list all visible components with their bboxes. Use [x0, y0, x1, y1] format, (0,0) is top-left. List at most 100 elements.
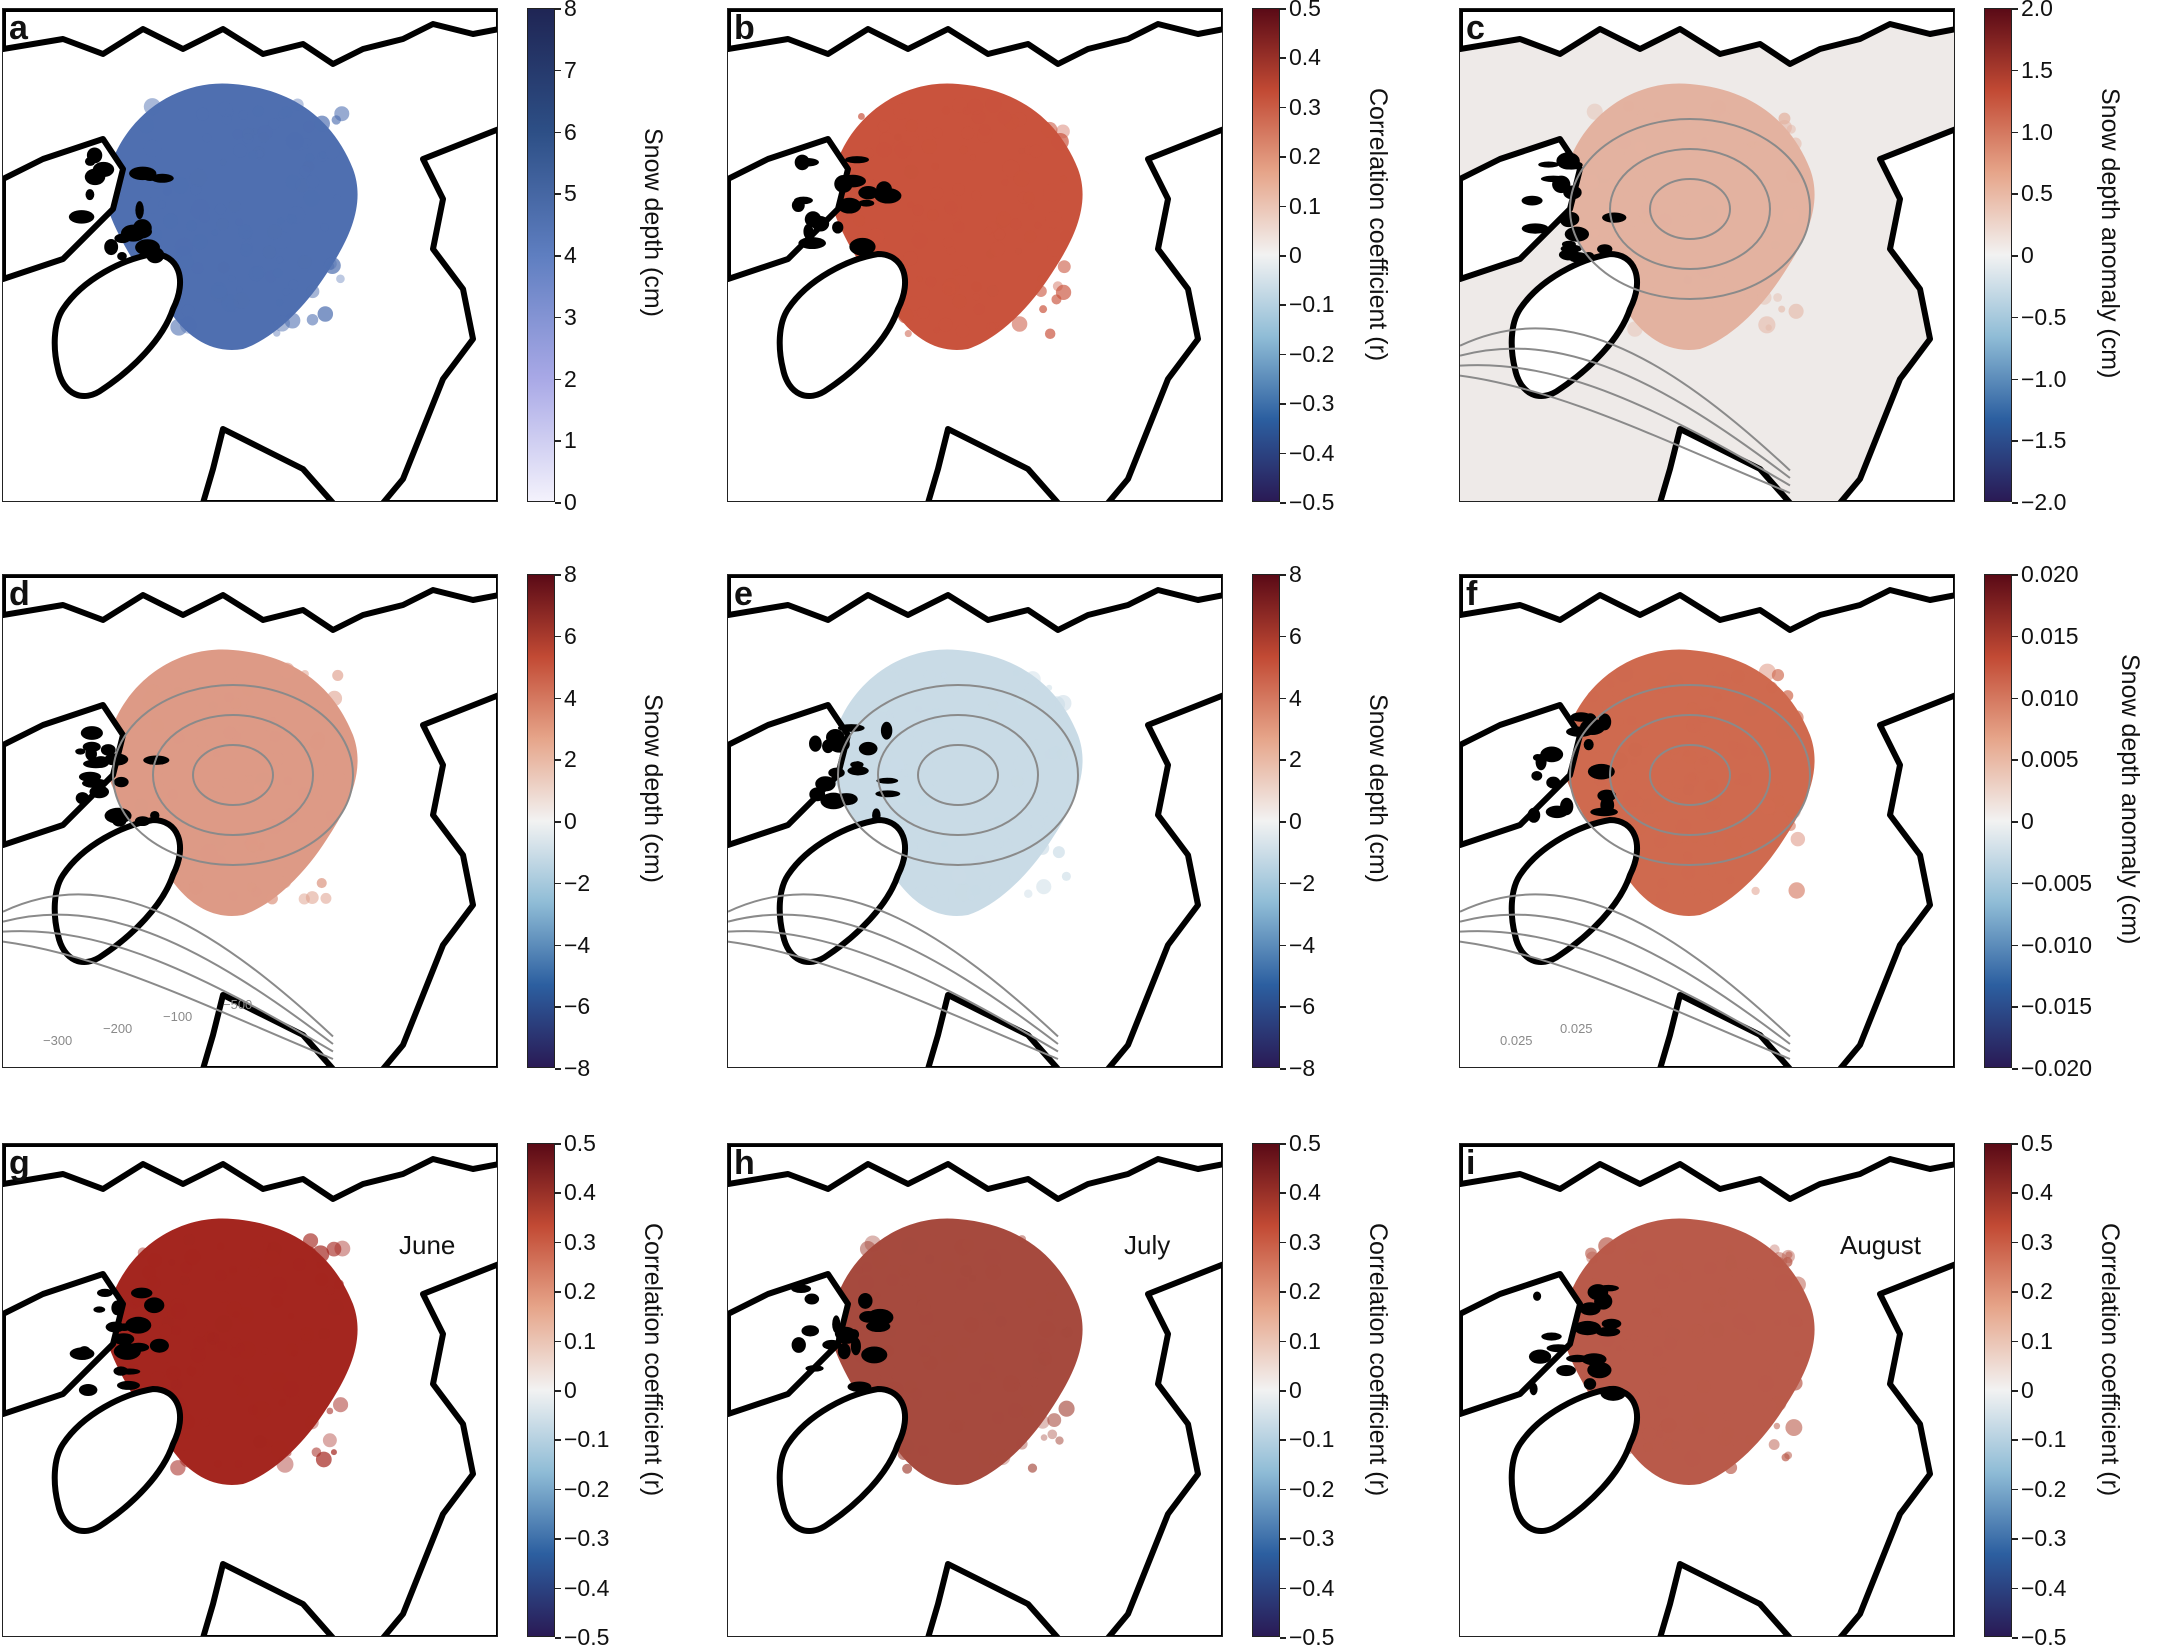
ice-texture: [1746, 1267, 1759, 1280]
ice-texture: [1716, 303, 1733, 320]
island: [76, 792, 89, 804]
ice-texture: [288, 1313, 294, 1319]
island: [85, 169, 106, 186]
ice-texture: [1059, 1401, 1075, 1417]
ice-texture: [286, 1344, 298, 1356]
ice-texture: [228, 200, 240, 212]
ice-texture: [1634, 141, 1646, 153]
colorbar-tick: [555, 1291, 561, 1293]
island: [1529, 1350, 1551, 1364]
ice-texture: [940, 728, 957, 745]
coastline: [3, 575, 498, 630]
ice-texture: [1774, 1423, 1781, 1430]
ice-texture: [1785, 1419, 1802, 1436]
ice-texture: [336, 275, 345, 284]
ice-texture: [1623, 101, 1634, 112]
ice-texture: [301, 1246, 317, 1262]
colorbar-tick: [1280, 945, 1286, 947]
ice-texture: [958, 266, 968, 276]
colorbar-tick-label: −0.2: [1289, 343, 1334, 366]
ice-texture: [1789, 138, 1801, 150]
ice-texture: [217, 1243, 224, 1250]
ice-texture: [1684, 886, 1696, 898]
ice-texture: [1015, 1306, 1023, 1314]
ice-texture: [263, 245, 277, 259]
month-label: July: [1124, 1230, 1170, 1261]
ice-texture: [1731, 670, 1745, 684]
ice-texture: [939, 318, 953, 332]
ice-texture: [977, 1310, 989, 1322]
colorbar-tick-label: 0.1: [2021, 1330, 2053, 1353]
ice-texture: [959, 1337, 970, 1348]
map-g: g June: [2, 1143, 498, 1637]
ice-texture: [168, 1259, 175, 1266]
ice-texture: [1718, 1287, 1726, 1295]
colorbar-tick-label: −0.015: [2021, 995, 2092, 1018]
colorbar-tick-label: 0.3: [564, 1231, 596, 1254]
coastline: [3, 705, 123, 845]
panel-label: h: [734, 1146, 755, 1180]
ice-texture: [1664, 1338, 1677, 1351]
ice-texture: [246, 700, 258, 712]
island: [1560, 212, 1577, 227]
ice-texture: [917, 306, 930, 319]
ice-texture: [1794, 1351, 1800, 1357]
colorbar-tick-label: 0: [2021, 810, 2034, 833]
ice-texture: [987, 285, 999, 297]
island: [866, 1321, 890, 1332]
colorbar-tick-label: 0.4: [1289, 46, 1321, 69]
coastline: [1108, 1264, 1223, 1637]
ice-texture: [1769, 1244, 1779, 1254]
island: [801, 1325, 819, 1336]
ice-texture: [1782, 690, 1793, 701]
ice-texture: [312, 791, 322, 801]
ice-texture: [1046, 1291, 1056, 1301]
ice-texture: [1683, 852, 1693, 862]
ice-texture: [885, 714, 894, 723]
ice-texture: [961, 127, 974, 140]
ice-texture: [932, 163, 939, 170]
colorbar-tick: [555, 1637, 561, 1639]
ice-texture: [941, 672, 947, 678]
ice-texture: [235, 219, 242, 226]
island: [135, 816, 151, 826]
ice-texture: [1701, 1300, 1714, 1313]
ice-texture: [221, 114, 232, 125]
colorbar-tick: [1280, 1439, 1286, 1441]
contour-label: 0.025: [1560, 1021, 1593, 1036]
colorbar-tick: [1280, 821, 1286, 823]
island: [1602, 213, 1626, 223]
ice-texture: [1024, 231, 1036, 243]
ice-texture: [202, 873, 209, 880]
ice-texture: [1771, 241, 1780, 250]
colorbar-label: Correlation coefficient (r): [2095, 1223, 2124, 1496]
ice-texture: [1009, 872, 1019, 882]
colorbar-tick: [555, 317, 561, 319]
ice-texture: [1043, 184, 1061, 202]
ice-texture: [1011, 775, 1023, 787]
ice-texture: [1018, 1235, 1026, 1243]
colorbar-label: Snow depth anomaly (cm): [2095, 88, 2124, 378]
ice-texture: [279, 876, 291, 888]
ice-texture: [327, 1408, 334, 1415]
ice-texture: [223, 726, 236, 739]
island: [838, 198, 862, 214]
ice-texture: [1014, 170, 1030, 186]
ice-texture: [255, 150, 263, 158]
colorbar-tick: [1280, 57, 1286, 59]
ice-texture: [952, 183, 965, 196]
island: [83, 742, 101, 752]
ice-texture: [1628, 743, 1642, 757]
colorbar-tick: [1280, 354, 1286, 356]
ice-texture: [974, 304, 985, 315]
ice-texture: [237, 1307, 253, 1323]
ice-texture: [276, 256, 283, 263]
colorbar-tick: [2012, 379, 2018, 381]
ice-texture: [1591, 229, 1599, 237]
colorbar-tick: [2012, 1242, 2018, 1244]
colorbar-tick: [1280, 1489, 1286, 1491]
ice-texture: [1690, 225, 1700, 235]
ice-texture: [973, 293, 980, 300]
island: [1540, 747, 1563, 763]
colorbar-tick: [1280, 206, 1286, 208]
